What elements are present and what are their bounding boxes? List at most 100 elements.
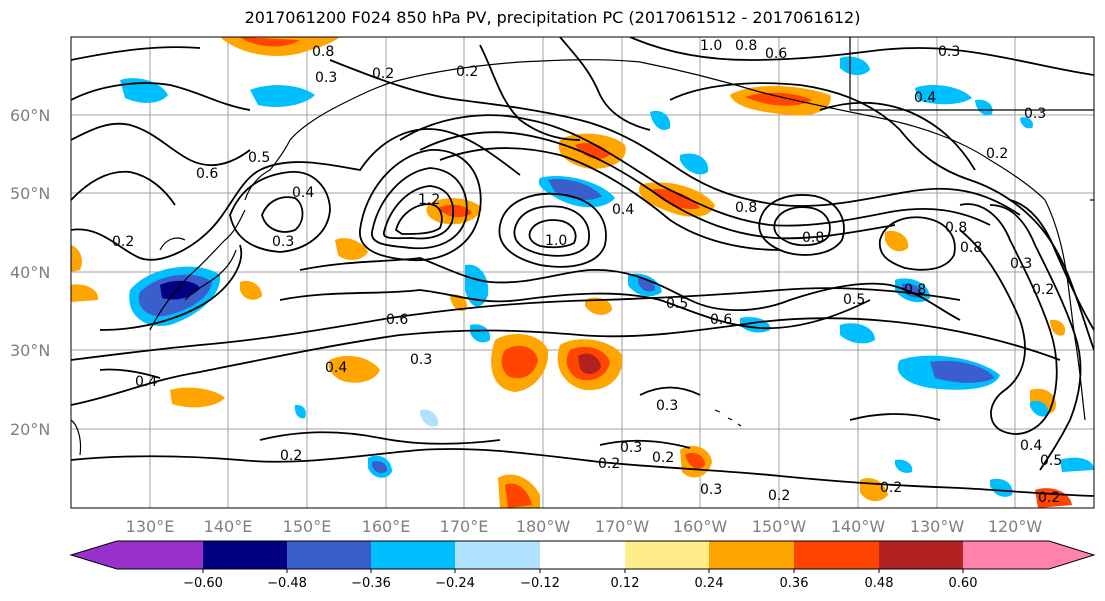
colorbar-tick-label: −0.60 [183, 576, 223, 591]
map-panel: 0.8 0.3 0.2 0.2 1.0 0.8 0.6 0.3 0.4 0.3 … [71, 37, 1094, 508]
precip-positive-area [745, 92, 812, 106]
contour-label: 0.3 [410, 352, 432, 368]
contour-label: 0.6 [386, 312, 408, 328]
contour-label: 0.4 [914, 90, 936, 106]
lat-label: 50°N [10, 184, 50, 203]
precip-negative-area [990, 478, 1013, 497]
lon-label: 160°E [362, 517, 411, 536]
precip-negative-area [915, 85, 972, 105]
lat-label: 30°N [10, 341, 50, 360]
lon-label: 170°E [440, 517, 489, 536]
colorbar-segment [709, 541, 794, 569]
lon-label: 130°W [910, 517, 965, 536]
contour-label: 0.6 [765, 46, 787, 62]
longitude-labels: 130°E 140°E 150°E 160°E 170°E 180°W 170°… [126, 517, 1043, 536]
colorbar-tick-label: 0.60 [949, 576, 978, 591]
colorbar-segment [963, 541, 1049, 569]
precip-negative-area [250, 85, 315, 107]
lat-label: 60°N [10, 106, 50, 125]
precip-positive-area [71, 284, 99, 302]
map-frame [70, 36, 1095, 509]
precip-positive-area [501, 345, 538, 379]
colorbar-arrow-right [1049, 541, 1094, 569]
contour-label: 0.2 [652, 450, 674, 466]
contour-label: 0.3 [938, 44, 960, 60]
contour-label: 0.3 [1024, 106, 1046, 122]
contour-label: 0.4 [135, 374, 157, 390]
latitude-labels: 60°N 50°N 40°N 30°N 20°N [10, 106, 50, 439]
contour-label: 0.3 [700, 482, 722, 498]
precip-negative-area [680, 153, 709, 175]
contour-label: 0.4 [612, 202, 634, 218]
contour-label: 0.5 [248, 150, 270, 166]
colorbar-outline [69, 540, 1096, 570]
colorbar-segment [203, 541, 287, 569]
contour-label: 0.4 [325, 360, 347, 376]
precip-negative-area [650, 110, 671, 131]
contour-label: 0.8 [904, 282, 926, 298]
contour-label: 0.8 [735, 200, 757, 216]
contour-label: 0.3 [272, 234, 294, 250]
precip-negative-area [470, 324, 491, 343]
lon-label: 170°W [595, 517, 650, 536]
colorbar-segment [540, 541, 625, 569]
precip-positive-area [328, 355, 380, 383]
precip-positive-area [170, 387, 225, 408]
precip-positive-area [505, 483, 532, 508]
contour-label: 0.8 [960, 240, 982, 256]
lon-label: 180°W [516, 517, 571, 536]
colorbar-segment [794, 541, 879, 569]
contour-label: 0.2 [1038, 490, 1060, 506]
precip-positive-area [885, 230, 909, 252]
contour-label: 0.4 [1020, 438, 1042, 454]
contour-label: 0.5 [1040, 453, 1062, 469]
colorbar-segment [455, 541, 540, 569]
map-title: 2017061200 F024 850 hPa PV, precipitatio… [244, 8, 861, 27]
contour-label: 1.0 [545, 233, 567, 249]
colorbar-tick-label: 0.12 [611, 576, 640, 591]
precip-positive-area [1050, 319, 1066, 336]
colorbar-arrow-left [71, 541, 117, 569]
precip-negative-area [840, 56, 870, 76]
precip-negative-area [372, 461, 388, 474]
colorbar-tick-label: −0.36 [351, 576, 391, 591]
contour-label: 0.6 [196, 166, 218, 182]
lon-label: 130°E [126, 517, 175, 536]
precip-negative-area [975, 99, 993, 116]
colorbar-tick-label: −0.48 [267, 576, 307, 591]
contour-label: 0.8 [735, 38, 757, 54]
colorbar-segment [625, 541, 709, 569]
precip-positive-area [438, 204, 472, 218]
contour-label: 0.8 [945, 220, 967, 236]
colorbar-tick-label: 0.48 [865, 576, 894, 591]
precip-negative-area [1030, 400, 1049, 417]
colorbar-tick-label: −0.24 [435, 576, 475, 591]
precip-negative-area [1020, 117, 1034, 129]
precip-positive-area [71, 245, 82, 272]
precip-negative-area [465, 264, 489, 307]
contour-label: 0.2 [112, 234, 134, 250]
colorbar-segment [879, 541, 963, 569]
lat-label: 20°N [10, 420, 50, 439]
precip-negative-area [840, 323, 875, 344]
contour-label: 0.2 [598, 456, 620, 472]
contour-label: 1.2 [418, 192, 440, 208]
colorbar-tick-label: 0.24 [695, 576, 724, 591]
contour-labels: 0.8 0.3 0.2 0.2 1.0 0.8 0.6 0.3 0.4 0.3 … [112, 38, 1062, 506]
contour-label: 0.8 [312, 44, 334, 60]
contour-label: 0.2 [456, 64, 478, 80]
lat-label: 40°N [10, 263, 50, 282]
contour-label: 0.3 [620, 440, 642, 456]
precip-negative-area [420, 409, 439, 427]
precip-positive-area [240, 37, 300, 47]
colorbar: −0.60 −0.48 −0.36 −0.24 −0.12 0.12 0.24 … [69, 540, 1096, 591]
contour-label: 0.3 [656, 398, 678, 414]
colorbar-tick-label: −0.12 [520, 576, 560, 591]
precip-negative-area [1060, 457, 1094, 472]
precip-positive-area [335, 238, 368, 260]
precip-shading [71, 37, 1094, 508]
contour-label: 0.6 [710, 312, 732, 328]
precip-negative-area [895, 459, 913, 473]
lon-label: 120°W [988, 517, 1043, 536]
